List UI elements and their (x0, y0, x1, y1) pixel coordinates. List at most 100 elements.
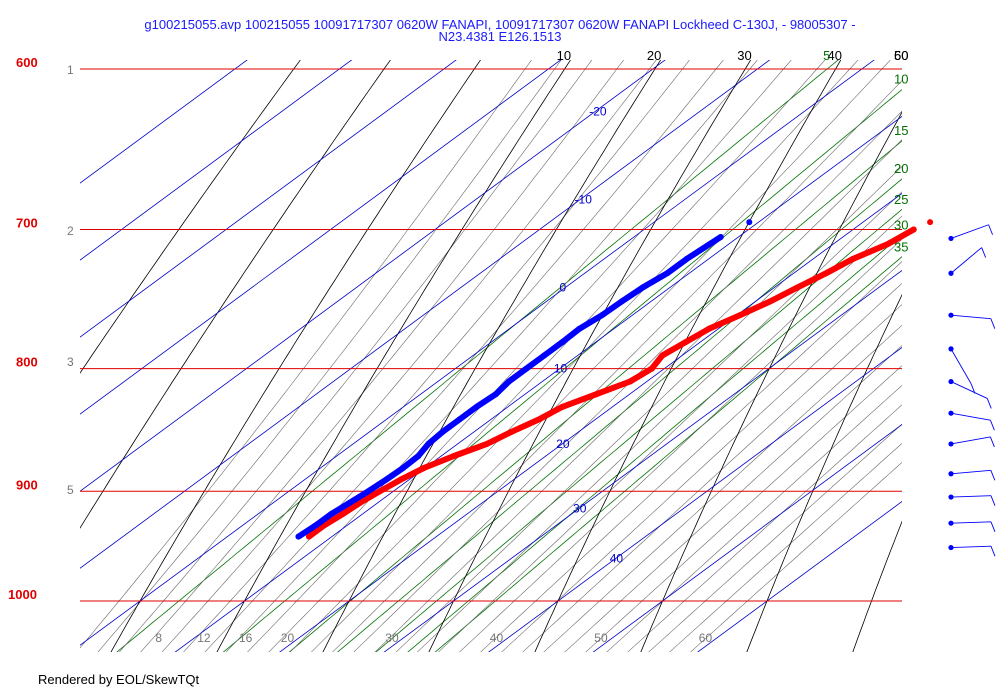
wind-barb-shaft (950, 412, 991, 421)
wind-barb-station (948, 494, 954, 500)
mixing-ratio-label: 35 (894, 239, 908, 254)
bottom-temperature-label: 8 (155, 631, 162, 645)
wind-barb-station (948, 520, 954, 526)
pressure-tick-label: 600 (16, 55, 38, 70)
isotherms (80, 60, 902, 652)
isotherm-line (488, 346, 902, 652)
dry-adiabat-label: 60 (894, 48, 908, 63)
moist-adiabat-line (353, 110, 902, 652)
dewpoint-point (439, 428, 446, 435)
wind-barb-shaft (950, 224, 989, 239)
wind-barb-flag (990, 470, 996, 481)
mixing-ratio-label: 25 (894, 192, 908, 207)
altitude-tick-label: 3 (67, 355, 74, 369)
dewpoint-point (295, 533, 302, 540)
moist-adiabat-line (80, 60, 532, 649)
isotherm-label: -10 (575, 192, 593, 206)
mixing-ratio-line (434, 256, 902, 652)
dry-adiabat-line (746, 293, 902, 652)
wind-barb-shaft (950, 495, 991, 498)
dewpoint-top-marker (746, 219, 753, 226)
wind-barbs (948, 224, 996, 557)
dewpoint-point (576, 325, 583, 332)
temperature-point (910, 226, 917, 233)
dry-adiabats (80, 60, 902, 652)
dry-adiabat-line (110, 60, 481, 652)
isotherm-line (592, 423, 902, 652)
mixing-ratio-label: 10 (894, 72, 908, 87)
altitude-tick-label: 2 (67, 224, 74, 238)
wind-barb-flag (990, 318, 996, 329)
chart-subtitle: N23.4381 E126.1513 (438, 29, 562, 44)
dry-adiabat-label: 20 (647, 48, 661, 63)
dewpoint-point (664, 270, 671, 277)
temperature-point (627, 378, 634, 385)
temperature-point (823, 270, 830, 277)
temperature-point (593, 391, 600, 398)
mixing-ratio-label: 20 (894, 161, 908, 176)
plot-area (80, 60, 902, 652)
isotherm-label: 30 (573, 501, 587, 515)
wind-barb-flag (989, 436, 995, 448)
isotherm-line (80, 60, 562, 415)
temperature-point (305, 533, 312, 540)
moist-adiabat-line (480, 261, 902, 652)
dewpoint-point (365, 488, 372, 495)
bottom-temperature-label: 50 (594, 631, 608, 645)
dewpoint-point (639, 284, 646, 291)
isotherm-line (383, 269, 902, 652)
isotherm-line (80, 60, 248, 184)
temperature-point (357, 499, 364, 506)
moist-adiabat-line (564, 345, 902, 652)
dry-adiabat-line (322, 60, 662, 652)
moist-adiabat-line (225, 60, 758, 652)
dewpoint-point (683, 255, 690, 262)
render-credit: Rendered by EOL/SkewTQt (38, 672, 200, 687)
temperature-point (483, 440, 490, 447)
dewpoint-point (415, 452, 422, 459)
isotherm-label: 20 (556, 437, 570, 451)
dewpoint-point (473, 403, 480, 410)
moist-adiabat-line (585, 365, 902, 652)
moist-adiabat-line (374, 139, 902, 652)
moist-adiabat-line (119, 60, 593, 652)
temperature-point (682, 339, 689, 346)
temperature-point (559, 403, 566, 410)
bottom-temperature-label: 40 (490, 631, 504, 645)
dry-adiabat-label: 10 (557, 48, 571, 63)
wind-barb-station (948, 441, 954, 447)
wind-barb-station (948, 235, 954, 242)
moist-adiabat-line (501, 282, 902, 652)
moist-adiabat-line (161, 60, 657, 652)
mixing-ratio-line (288, 140, 902, 652)
dewpoint-point (312, 522, 319, 529)
dewpoint-point (559, 339, 566, 346)
temperature-point (884, 241, 891, 248)
temperature-point (535, 416, 542, 423)
moist-adiabats (80, 60, 902, 652)
isotherm-line (80, 60, 353, 261)
isobars (80, 68, 902, 602)
wind-barb-flag (970, 383, 976, 394)
wind-barb-shaft (950, 381, 988, 399)
moist-adiabat-line (606, 384, 902, 652)
moist-adiabat-line (690, 461, 902, 652)
wind-barb-flag (988, 224, 994, 235)
isotherm-line (174, 115, 902, 652)
temperature-point (376, 488, 383, 495)
dry-adiabat-line (80, 60, 301, 374)
moist-adiabat-line (627, 404, 902, 652)
wind-barb-shaft (950, 469, 991, 475)
chart-title: g100215055.avp 100215055 10091717307 062… (144, 17, 856, 32)
dewpoint-point (400, 464, 407, 471)
isotherm-line (80, 60, 457, 338)
isotherm-label: 10 (554, 362, 568, 376)
wind-barb-shaft (950, 545, 991, 549)
dewpoint-point (523, 365, 530, 372)
bottom-temperature-label: 12 (197, 631, 211, 645)
dry-adiabat-line (428, 60, 752, 652)
temperature-point (648, 365, 655, 372)
temperature-point (421, 464, 428, 471)
dewpoint-point (327, 511, 334, 518)
